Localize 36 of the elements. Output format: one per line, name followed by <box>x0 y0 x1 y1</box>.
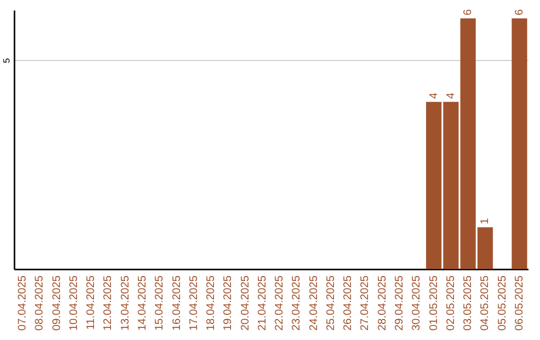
x-tick-label: 05.05.2025 <box>496 276 508 331</box>
x-tick-label: 03.05.2025 <box>462 276 474 331</box>
x-tick-label: 24.04.2025 <box>308 276 320 331</box>
x-tick-label: 12.04.2025 <box>102 276 114 331</box>
x-tick-label: 23.04.2025 <box>290 276 303 331</box>
x-tick-label: 28.04.2025 <box>376 276 388 331</box>
x-tick-label: 21.04.2025 <box>256 276 268 331</box>
x-tick-label: 19.04.2025 <box>222 276 234 331</box>
x-tick-label: 29.04.2025 <box>394 276 406 331</box>
data-label: 6 <box>462 9 474 16</box>
data-label: 6 <box>513 9 526 16</box>
x-tick-label: 18.04.2025 <box>205 276 218 331</box>
x-tick-label: 25.04.2025 <box>324 276 337 331</box>
x-tick-label: 06.05.2025 <box>513 276 526 331</box>
x-tick-label: 16.04.2025 <box>170 276 183 331</box>
x-tick-label: 30.04.2025 <box>410 276 423 331</box>
x-tick-label: 26.04.2025 <box>342 276 354 331</box>
x-tick-label: 07.04.2025 <box>16 276 29 331</box>
x-tick-label: 11.04.2025 <box>85 276 98 330</box>
y-tick-label: 5 <box>2 58 12 64</box>
data-label: 4 <box>444 92 457 99</box>
x-tick-label: 14.04.2025 <box>136 276 148 331</box>
x-tick-label: 01.05.2025 <box>428 276 440 331</box>
x-tick-label: 02.05.2025 <box>444 276 457 331</box>
x-tick-label: 13.04.2025 <box>119 276 132 331</box>
x-tick-label: 08.04.2025 <box>34 276 46 331</box>
data-label: 4 <box>428 92 440 99</box>
data-label: 1 <box>479 218 492 224</box>
x-tick-label: 22.04.2025 <box>274 276 286 331</box>
x-tick-label: 27.04.2025 <box>359 276 372 331</box>
x-tick-label: 10.04.2025 <box>68 276 80 331</box>
x-tick-label: 04.05.2025 <box>479 276 492 331</box>
x-tick-label: 15.04.2025 <box>154 276 166 331</box>
x-tick-label: 09.04.2025 <box>50 276 63 331</box>
x-tick-label: 17.04.2025 <box>188 276 200 331</box>
x-tick-label: 20.04.2025 <box>239 276 252 331</box>
